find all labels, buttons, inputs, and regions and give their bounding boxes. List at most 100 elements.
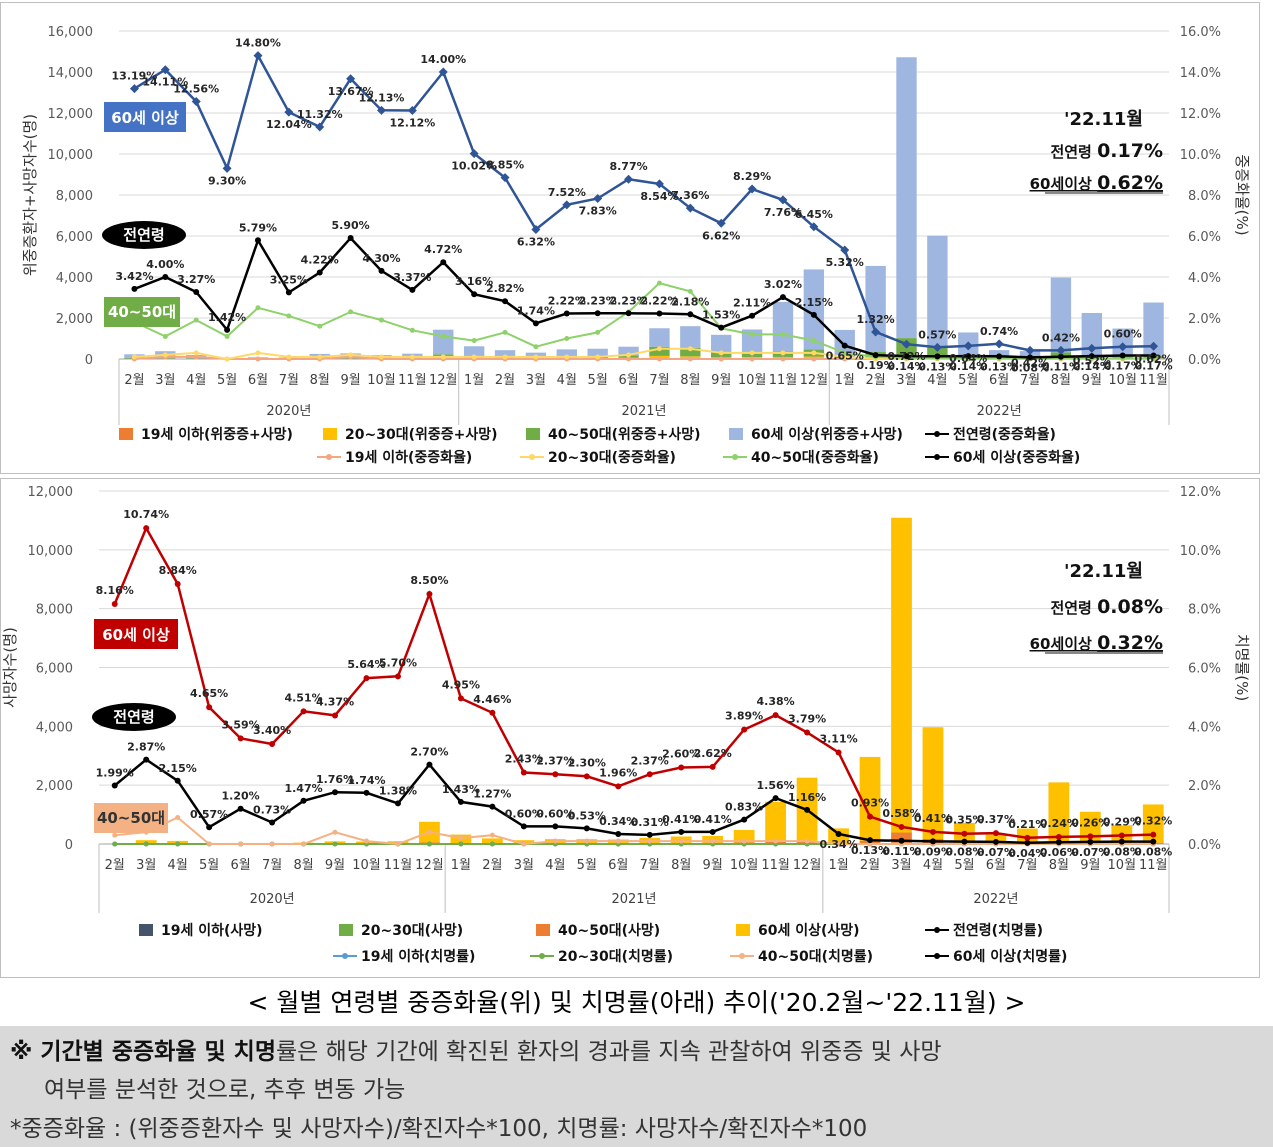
data-label-all-ages: 0.53% (568, 809, 606, 822)
y2-tick-label: 10.0% (1180, 544, 1221, 559)
series-marker (965, 353, 972, 360)
series-marker (615, 838, 621, 844)
y-tick-label: 10,000 (48, 148, 94, 163)
data-label-60plus: 0.32% (1134, 815, 1172, 828)
data-label-60plus: 8.16% (96, 584, 134, 597)
y-tick-label: 16,000 (48, 25, 94, 40)
series-marker (583, 773, 590, 780)
series-marker (687, 311, 694, 318)
series-marker (595, 354, 601, 360)
series-marker (1055, 839, 1062, 846)
y-tick-label: 12,000 (28, 485, 74, 500)
series-marker (175, 815, 181, 821)
tag-all-ages-bg (92, 703, 176, 731)
data-label-all-ages: 0.41% (662, 813, 700, 826)
series-marker (457, 695, 464, 702)
legend-label: 60세 이상(중증화율) (953, 449, 1080, 466)
legend-label: 60세 이상(사망) (758, 922, 860, 939)
series-marker (520, 823, 527, 830)
data-label-all-ages: 5.79% (239, 221, 277, 234)
bar (1050, 277, 1072, 353)
bar (803, 269, 825, 350)
x-tick-label: 3월 (526, 373, 546, 388)
data-label-all-ages: 0.06% (1040, 846, 1078, 859)
series-marker (284, 107, 294, 117)
series-marker (1087, 833, 1094, 840)
series-marker (741, 838, 747, 844)
legend-swatch (119, 428, 133, 440)
note-line-3: *중증화율 : (위중증환자수 및 사망자수)/확진자수*100, 치명률: 사… (10, 1116, 868, 1142)
data-label-60plus: 5.32% (826, 256, 864, 269)
series-marker (749, 356, 755, 362)
data-label-60plus: 8.54% (640, 190, 678, 203)
series-line (133, 52, 1154, 352)
series-line (113, 525, 1154, 840)
series-marker (520, 769, 527, 776)
y2-axis-title: 중증화율(%) (1233, 154, 1251, 235)
summary-title: '22.11월 (1064, 109, 1143, 130)
series-marker (647, 838, 653, 844)
y2-axis-title: 치명률(%) (1233, 634, 1251, 701)
data-label-all-ages: 1.16% (788, 791, 826, 804)
series-marker (332, 712, 339, 719)
summary-line-1-value: 0.08% (1097, 596, 1163, 618)
series-marker (332, 789, 339, 796)
data-label-60plus: 0.58% (882, 807, 920, 820)
series-marker (749, 331, 755, 337)
series-marker (500, 173, 510, 183)
data-label-60plus: 6.62% (702, 229, 740, 242)
bar (765, 801, 787, 842)
tag-all-ages: 전연령 (123, 226, 164, 244)
series-marker (174, 777, 181, 784)
series-marker (626, 356, 632, 362)
series-marker (842, 350, 848, 356)
summary-line-2: 60세이상 0.32% (1030, 632, 1163, 654)
x-tick-label: 7월 (279, 373, 299, 388)
x-tick-label: 9월 (703, 858, 723, 873)
series-marker (780, 350, 786, 356)
data-label-all-ages: 1.42% (208, 311, 246, 324)
bar (618, 346, 639, 356)
series-marker (253, 51, 263, 61)
series-marker (1150, 838, 1157, 845)
data-label-all-ages: 3.42% (115, 270, 153, 283)
series-marker (840, 245, 850, 255)
data-label-all-ages: 2.18% (671, 295, 709, 308)
data-label-all-ages: 0.41% (694, 813, 732, 826)
bar (556, 349, 577, 358)
series-marker (143, 756, 150, 763)
series-marker (255, 305, 261, 311)
data-label-all-ages: 0.65% (826, 350, 864, 363)
series-marker (811, 338, 817, 344)
data-label-60plus: 0.37% (977, 813, 1015, 826)
legend-label: 19세 이하(치명률) (361, 948, 475, 965)
series-marker (348, 309, 354, 315)
series-marker (1057, 353, 1064, 360)
y2-tick-label: 4.0% (1188, 271, 1221, 286)
series-marker (162, 333, 168, 339)
series-marker (709, 763, 716, 770)
series-marker (426, 841, 432, 847)
series-marker (1150, 831, 1157, 838)
legend-marker (539, 953, 545, 959)
series-marker (255, 356, 261, 362)
series-marker (315, 122, 325, 132)
year-label: 2020년 (250, 892, 295, 907)
x-tick-label: 10월 (1108, 373, 1137, 388)
series-marker (1118, 838, 1125, 845)
data-label-60plus: 11.32% (297, 108, 343, 121)
data-label-all-ages: 5.90% (332, 219, 370, 232)
series-marker (489, 832, 495, 838)
data-label-60plus: 12.12% (389, 117, 435, 130)
series-marker (237, 735, 244, 742)
data-label-60plus: 0.35% (945, 814, 983, 827)
x-tick-label: 7월 (649, 373, 669, 388)
tag-40-50: 40~50대 (97, 809, 165, 827)
data-label-all-ages: 0.57% (190, 808, 228, 821)
data-label-60plus: 13.67% (328, 85, 374, 98)
legend-swatch (139, 924, 153, 936)
x-tick-label: 6월 (989, 373, 1009, 388)
series-marker (772, 712, 779, 719)
y2-tick-label: 0.0% (1188, 838, 1221, 853)
year-label: 2021년 (611, 892, 656, 907)
